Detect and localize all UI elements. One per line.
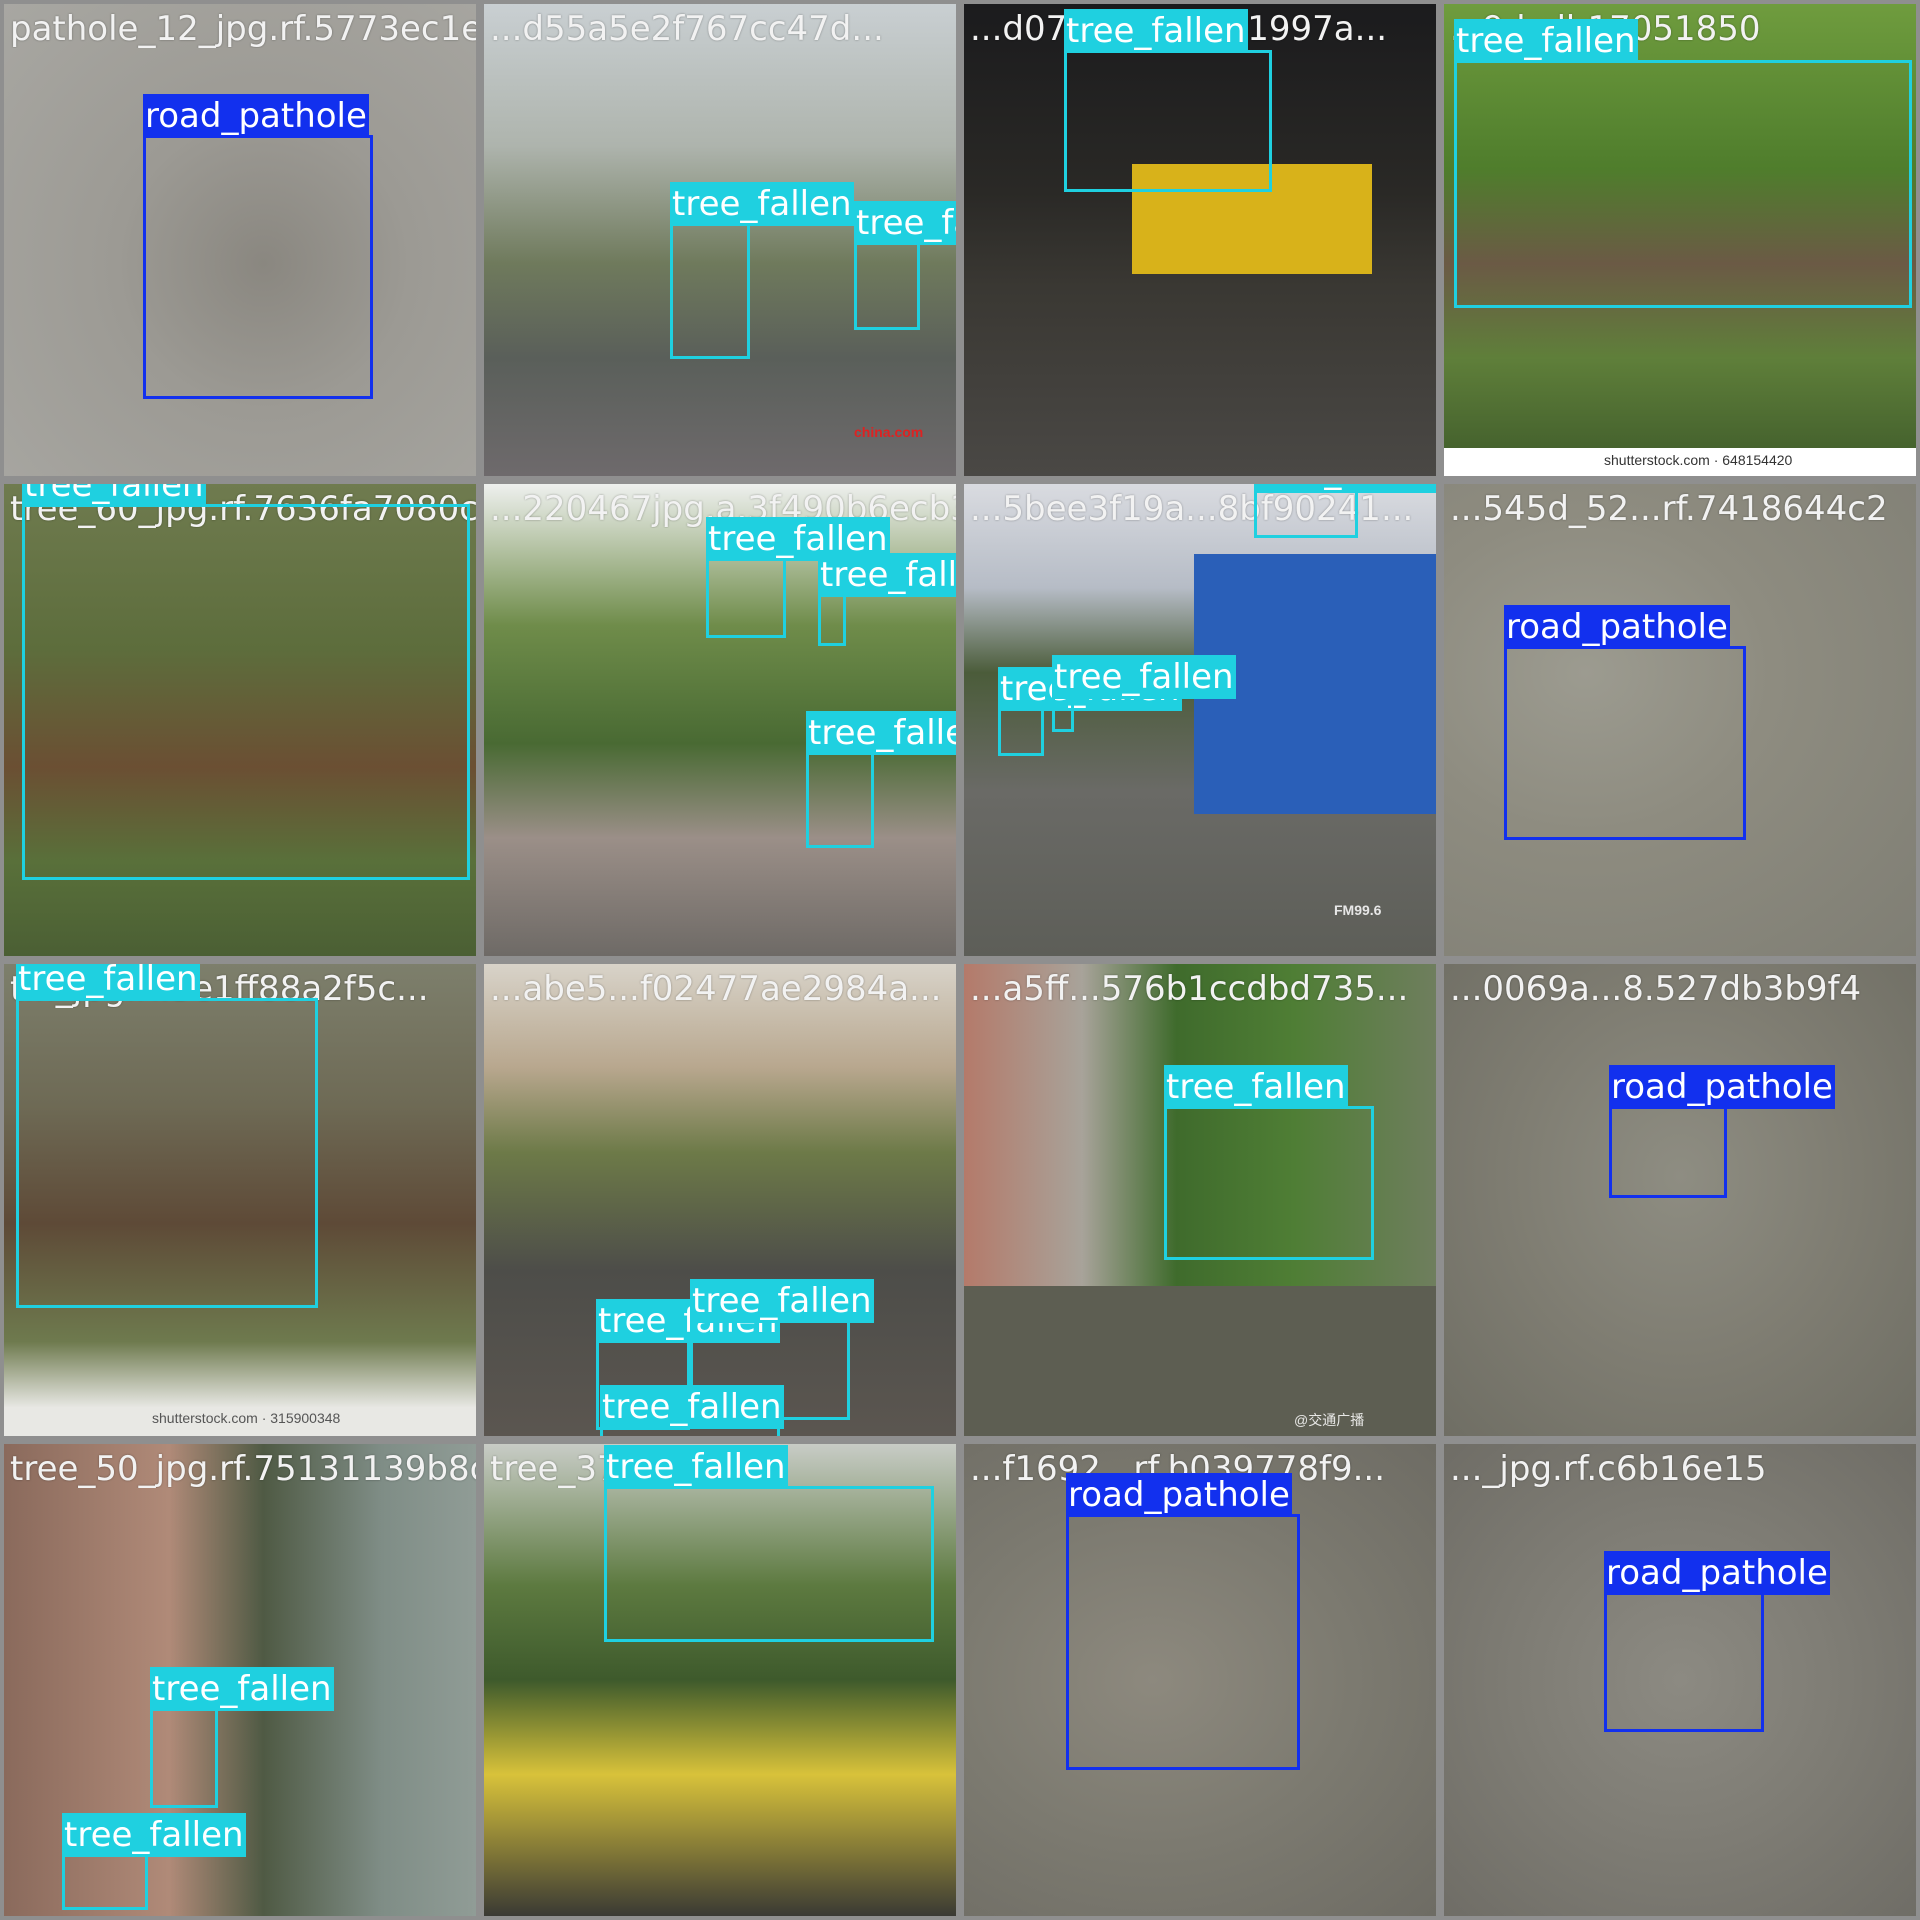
bbox-label: tree_fallen: [1254, 484, 1436, 493]
watermark: shutterstock.com · 315900348: [152, 1410, 341, 1426]
bbox-label: tree_fallen: [1454, 19, 1638, 63]
bbox-road-pathole: road_pathole: [1609, 1065, 1835, 1198]
tile-10: ...abe5...f02477ae2984a... tree_fallen t…: [484, 964, 956, 1436]
bbox-label: tree_fallen: [150, 1667, 334, 1711]
tile-16: ..._jpg.rf.c6b16e15 road_pathole: [1444, 1444, 1916, 1916]
bbox-label: tree_fallen: [1064, 9, 1248, 53]
bbox-tree-fallen: tree_fallen: [62, 1813, 246, 1910]
bbox-tree-fallen: tree_fallen: [690, 1279, 874, 1420]
watermark-strip: [1444, 448, 1916, 476]
bbox-tree-fallen: tree_fallen: [998, 667, 1182, 756]
tile-title: ...d55a5e2f767cc47d...: [490, 10, 884, 48]
bbox-tree-fallen: tree_fallen: [670, 182, 854, 359]
bbox-label: road_pathole: [1604, 1551, 1830, 1595]
bbox-tree-fallen: tree_fallen: [818, 553, 956, 646]
truck: [1132, 164, 1372, 274]
tile-9: shutterstock.com · 315900348 t..._jpg.rf…: [4, 964, 476, 1436]
bbox-road-pathole: road_pathole: [1604, 1551, 1830, 1732]
scene-students: [484, 1444, 956, 1916]
tile-6: ...220467jpg.a.3f490b6ecb35... tree_fall…: [484, 484, 956, 956]
bbox-label: road_pathole: [1504, 605, 1730, 649]
scene-forest-log: [1444, 4, 1916, 476]
bbox-tree-fallen: tree_fallen: [604, 1445, 934, 1642]
bbox-tree-fallen: tree_fallen: [600, 1385, 784, 1436]
scene-uprooted-roots: [4, 964, 476, 1436]
bbox-tree-fallen: tree_fallen: [150, 1667, 334, 1808]
tile-8: ...545d_52...rf.7418644c2 road_pathole: [1444, 484, 1916, 956]
bbox-label: tree_fallen: [854, 201, 956, 245]
bbox-tree-fallen: tree_fallen: [706, 517, 890, 638]
tile-title: tree_50_jpg.rf.75131139b8c...: [10, 1450, 476, 1488]
bbox-tree-fallen: tree_fallen: [16, 964, 318, 1308]
tile-2: ...d55a5e2f767cc47d... tree_fallen tree_…: [484, 4, 956, 476]
scene-small-pothole: [1444, 1444, 1916, 1916]
tile-title: ...545d_52...rf.7418644c2: [1450, 490, 1888, 528]
bbox-label: tree_fallen: [690, 1279, 874, 1323]
bbox-label: tree_fallen: [1164, 1065, 1348, 1109]
tile-1: pathole_12_jpg.rf.5773ec1e... road_patho…: [4, 4, 476, 476]
bbox-label: tree_fallen: [600, 1385, 784, 1429]
tile-4: shutterstock.com · 648154420 ...9dcdb170…: [1444, 4, 1916, 476]
scene-road-pothole: [1444, 484, 1916, 956]
watermark: FM99.6: [1334, 902, 1382, 918]
tile-14: tree_37_jpg... tree_fallen: [484, 1444, 956, 1916]
bbox-road-pathole: road_pathole: [1504, 605, 1746, 840]
bbox-label: tree_fallen: [604, 1445, 788, 1489]
scene-crew-street: [484, 964, 956, 1436]
bbox-label: tree_fallen: [22, 484, 206, 507]
tile-title: ...0069a...8.527db3b9f4: [1450, 970, 1862, 1008]
bbox-label: tree_fallen: [818, 553, 956, 597]
tile-title: pathole_12_jpg.rf.5773ec1e...: [10, 10, 476, 48]
bbox-label: tree_fallen: [16, 964, 200, 1001]
tile-15: ...f1692...rf.b039778f9... road_pathole: [964, 1444, 1436, 1916]
scene-cracked-road: [1444, 964, 1916, 1436]
bbox-tree-fallen: tree_fallen: [1254, 484, 1436, 538]
tile-13: tree_50_jpg.rf.75131139b8c... tree_falle…: [4, 1444, 476, 1916]
tile-7: FM99.6 ...5bee3f19a...8bf90241... tree_f…: [964, 484, 1436, 956]
bbox-tree-fallen: tree_fallen: [1052, 655, 1236, 732]
tile-12: ...0069a...8.527db3b9f4 road_pathole: [1444, 964, 1916, 1436]
bbox-label: tree_fallen: [670, 182, 854, 226]
scene-pothole-patch: [964, 1444, 1436, 1916]
bbox-tree-fallen: tree_fallen: [854, 201, 956, 330]
bbox-road-pathole: road_pathole: [1066, 1473, 1300, 1770]
bbox-tree-fallen: tree_fallen: [1454, 19, 1912, 308]
bbox-road-pathole: road_pathole: [143, 94, 373, 399]
bbox-tree-fallen: tree_fallen: [22, 484, 470, 880]
tile-5: tree_60_jpg.rf.7636fa7080c... tree_falle…: [4, 484, 476, 956]
bbox-label: road_pathole: [1066, 1473, 1292, 1517]
water: [964, 1286, 1436, 1436]
watermark: china.com: [854, 424, 924, 440]
bbox-tree-fallen: tree_fallen: [1064, 9, 1272, 192]
bbox-label: tree_fallen: [806, 711, 956, 755]
bbox-label: tree_fallen: [62, 1813, 246, 1857]
bbox-label: road_pathole: [1609, 1065, 1835, 1109]
bbox-tree-fallen: tree_fallen: [806, 711, 956, 848]
bbox-label: road_pathole: [143, 94, 369, 138]
tile-title: ..._jpg.rf.c6b16e15: [1450, 1450, 1767, 1488]
watermark: @交通广播: [1294, 1412, 1365, 1428]
tile-title: ...5bee3f19a...8bf90241...: [970, 490, 1414, 528]
tile-title: ...abe5...f02477ae2984a...: [490, 970, 942, 1008]
bbox-label: tree_fallen: [1052, 655, 1236, 699]
tile-3: ...d079b...61abc1997a... tree_fallen: [964, 4, 1436, 476]
bbox-tree-fallen: tree_fallen: [1164, 1065, 1374, 1260]
tile-title: ...a5ff...576b1ccdbd735...: [970, 970, 1409, 1008]
tile-11: @交通广播 ...a5ff...576b1ccdbd735... tree_fa…: [964, 964, 1436, 1436]
watermark: shutterstock.com · 648154420: [1604, 452, 1793, 468]
